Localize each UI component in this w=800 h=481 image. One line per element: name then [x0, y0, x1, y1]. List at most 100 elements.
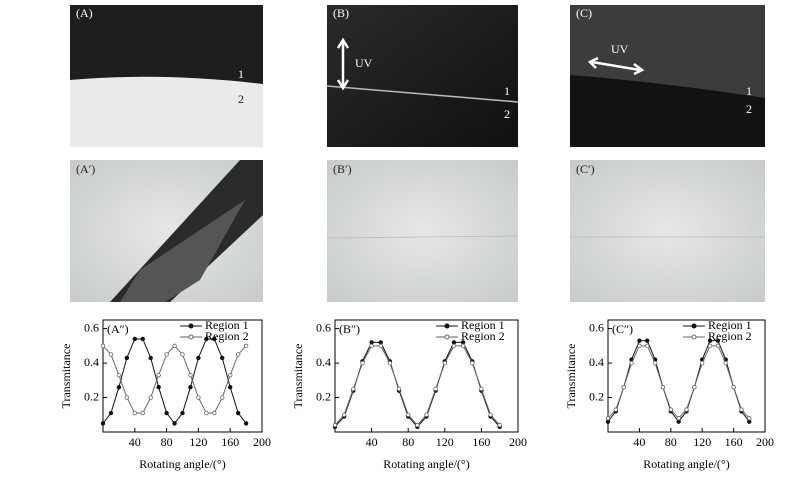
- x-tick-label: 120: [189, 435, 207, 449]
- data-point: [341, 412, 347, 417]
- panel-label: (A): [76, 6, 93, 20]
- data-point: [108, 410, 114, 416]
- data-point: [406, 412, 411, 417]
- region-label: 1: [746, 84, 752, 98]
- legend-marker: [444, 334, 450, 340]
- data-point: [100, 343, 106, 349]
- data-point: [156, 372, 161, 378]
- data-point: [605, 416, 611, 421]
- panel-label: (A′): [76, 162, 95, 176]
- data-point: [243, 421, 249, 426]
- y-tick-label: 0.4: [589, 355, 604, 369]
- data-point: [645, 338, 650, 343]
- micrograph-c: (C) UV 1 2: [570, 5, 765, 147]
- data-point: [497, 422, 502, 428]
- legend-marker: [188, 323, 194, 329]
- data-point: [723, 360, 728, 366]
- data-point: [164, 352, 169, 357]
- data-point: [629, 360, 634, 366]
- data-point: [188, 385, 193, 390]
- x-axis-label: Rotating angle/(°): [139, 457, 225, 471]
- x-tick-label: 160: [221, 435, 239, 449]
- series-line: [334, 345, 501, 426]
- data-point: [451, 343, 457, 349]
- data-point: [396, 386, 402, 392]
- series-line: [334, 341, 501, 428]
- data-point: [387, 360, 393, 366]
- data-point: [707, 343, 713, 349]
- y-axis-label: Transmitance: [59, 344, 73, 409]
- panel-label: (B): [333, 6, 349, 20]
- x-axis-label: Rotating angle/(°): [643, 457, 729, 471]
- data-point: [668, 407, 673, 412]
- series-line: [607, 340, 750, 423]
- data-point: [360, 360, 365, 366]
- data-point: [637, 343, 642, 349]
- data-point: [220, 355, 225, 361]
- data-point: [132, 410, 137, 416]
- x-tick-label: 200: [509, 435, 527, 449]
- data-point: [220, 395, 225, 400]
- micrograph-a: (A) 1 2: [70, 5, 263, 147]
- region-label: 1: [238, 67, 244, 81]
- x-tick-label: 80: [161, 435, 173, 449]
- series-line: [102, 338, 247, 425]
- chart-title: (C″): [612, 322, 633, 336]
- data-point: [707, 338, 713, 343]
- data-point: [227, 372, 233, 378]
- data-point: [140, 410, 145, 416]
- y-tick-label: 0.2: [589, 389, 604, 403]
- data-point: [100, 421, 106, 426]
- data-point: [621, 385, 626, 390]
- data-point: [243, 343, 249, 349]
- legend-marker: [691, 323, 697, 329]
- data-point: [108, 352, 114, 357]
- data-point: [212, 410, 217, 416]
- data-point: [637, 338, 642, 343]
- data-point: [479, 386, 484, 392]
- micrograph-b: (B) UV 1 2: [326, 5, 519, 147]
- data-point: [645, 343, 650, 349]
- region-label: 1: [504, 84, 510, 98]
- data-point: [424, 412, 429, 417]
- data-point: [433, 386, 438, 392]
- x-tick-label: 80: [402, 435, 414, 449]
- legend-marker: [444, 323, 450, 329]
- panel-label: (C′): [576, 162, 595, 176]
- series-line: [102, 345, 247, 414]
- plot-frame: [334, 319, 519, 433]
- x-tick-label: 40: [129, 435, 141, 449]
- data-point: [172, 421, 177, 426]
- micrograph-a-prime: (A′): [70, 160, 263, 302]
- x-tick-label: 160: [725, 435, 743, 449]
- data-point: [204, 410, 209, 416]
- data-point: [378, 343, 383, 349]
- x-tick-label: 200: [253, 435, 271, 449]
- data-point: [188, 372, 193, 378]
- x-axis-label: Rotating angle/(°): [383, 457, 469, 471]
- chart-title: (B″): [339, 322, 360, 336]
- data-point: [235, 352, 241, 357]
- data-point: [116, 372, 122, 378]
- data-point: [660, 385, 666, 390]
- y-tick-label: 0.2: [316, 389, 331, 403]
- data-point: [739, 407, 744, 412]
- x-tick-label: 160: [472, 435, 490, 449]
- x-tick-label: 40: [366, 435, 378, 449]
- data-point: [488, 412, 493, 417]
- data-point: [332, 422, 338, 428]
- series-line: [607, 345, 750, 419]
- x-tick-label: 120: [436, 435, 454, 449]
- x-tick-label: 80: [665, 435, 677, 449]
- data-point: [700, 360, 705, 366]
- data-point: [132, 336, 137, 342]
- y-tick-label: 0.6: [316, 320, 331, 334]
- data-point: [731, 385, 736, 390]
- x-tick-label: 200: [756, 435, 774, 449]
- panel-label: (C): [576, 6, 592, 20]
- legend-marker: [691, 334, 697, 340]
- data-point: [148, 355, 153, 361]
- y-tick-label: 0.6: [84, 320, 99, 334]
- data-point: [652, 360, 658, 366]
